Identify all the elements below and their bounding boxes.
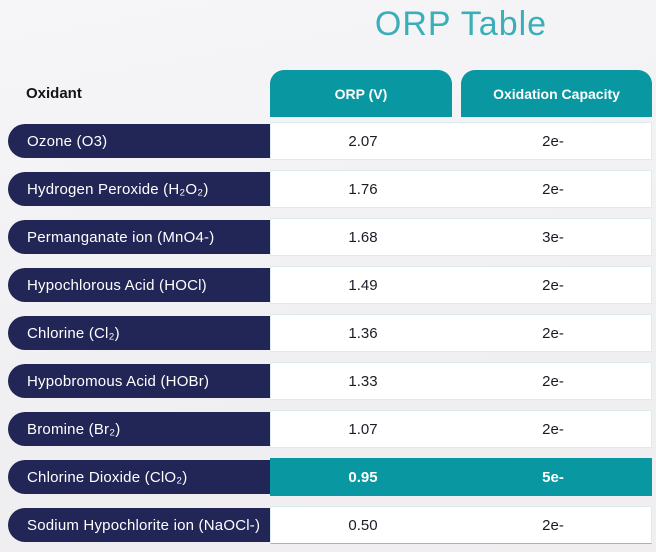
- oxidant-label: Sodium Hypochlorite ion (NaOCl-): [8, 508, 270, 542]
- capacity-value: 2e-: [542, 516, 564, 534]
- row-values: 0.95 5e-: [270, 458, 652, 496]
- capacity-value: 2e-: [542, 324, 564, 342]
- oxidant-label: Hypobromous Acid (HOBr): [8, 364, 270, 398]
- oxidant-label: Ozone (O3): [8, 124, 270, 158]
- row-values: 0.50 2e-: [270, 506, 652, 544]
- table-row: Bromine (Br₂) 1.07 2e-: [0, 410, 656, 448]
- table-row-highlighted: Chlorine Dioxide (ClO₂) 0.95 5e-: [0, 458, 656, 496]
- orp-value: 1.33: [348, 372, 378, 390]
- orp-value: 0.50: [348, 516, 378, 534]
- table-header-row: Oxidant ORP (V) Oxidation Capacity: [0, 70, 656, 117]
- column-header-orp: ORP (V): [270, 70, 452, 117]
- capacity-value: 2e-: [542, 132, 564, 150]
- oxidant-label: Permanganate ion (MnO4-): [8, 220, 270, 254]
- capacity-value: 2e-: [542, 420, 564, 438]
- row-values: 1.68 3e-: [270, 218, 652, 256]
- row-values: 1.36 2e-: [270, 314, 652, 352]
- capacity-value: 3e-: [542, 228, 564, 246]
- oxidant-label: Bromine (Br₂): [8, 412, 270, 446]
- capacity-value: 5e-: [542, 468, 564, 486]
- row-values: 2.07 2e-: [270, 122, 652, 160]
- table-row: Ozone (O3) 2.07 2e-: [0, 122, 656, 160]
- table-row: Hypochlorous Acid (HOCl) 1.49 2e-: [0, 266, 656, 304]
- orp-value: 0.95: [348, 468, 378, 486]
- row-values: 1.76 2e-: [270, 170, 652, 208]
- row-values: 1.07 2e-: [270, 410, 652, 448]
- table-body: Ozone (O3) 2.07 2e- Hydrogen Peroxide (H…: [0, 122, 656, 552]
- oxidant-label: Hypochlorous Acid (HOCl): [8, 268, 270, 302]
- capacity-value: 2e-: [542, 372, 564, 390]
- table-row: Chlorine (Cl₂) 1.36 2e-: [0, 314, 656, 352]
- oxidant-label: Hydrogen Peroxide (H₂O₂): [8, 172, 270, 206]
- capacity-value: 2e-: [542, 276, 564, 294]
- page-title: ORP Table: [374, 5, 548, 43]
- orp-value: 1.07: [348, 420, 378, 438]
- oxidant-label: Chlorine (Cl₂): [8, 316, 270, 350]
- table-row: Sodium Hypochlorite ion (NaOCl-) 0.50 2e…: [0, 506, 656, 544]
- orp-value: 1.76: [348, 180, 378, 198]
- row-values: 1.33 2e-: [270, 362, 652, 400]
- orp-value: 1.49: [348, 276, 378, 294]
- oxidant-label: Chlorine Dioxide (ClO₂): [8, 460, 270, 494]
- orp-value: 1.36: [348, 324, 378, 342]
- capacity-value: 2e-: [542, 180, 564, 198]
- table-row: Hydrogen Peroxide (H₂O₂) 1.76 2e-: [0, 170, 656, 208]
- table-row: Permanganate ion (MnO4-) 1.68 3e-: [0, 218, 656, 256]
- header-pills: ORP (V) Oxidation Capacity: [270, 70, 652, 117]
- row-values: 1.49 2e-: [270, 266, 652, 304]
- orp-value: 1.68: [348, 228, 378, 246]
- table-row: Hypobromous Acid (HOBr) 1.33 2e-: [0, 362, 656, 400]
- column-header-oxidant: Oxidant: [26, 85, 82, 102]
- orp-value: 2.07: [348, 132, 378, 150]
- column-header-oxidation-capacity: Oxidation Capacity: [461, 70, 652, 117]
